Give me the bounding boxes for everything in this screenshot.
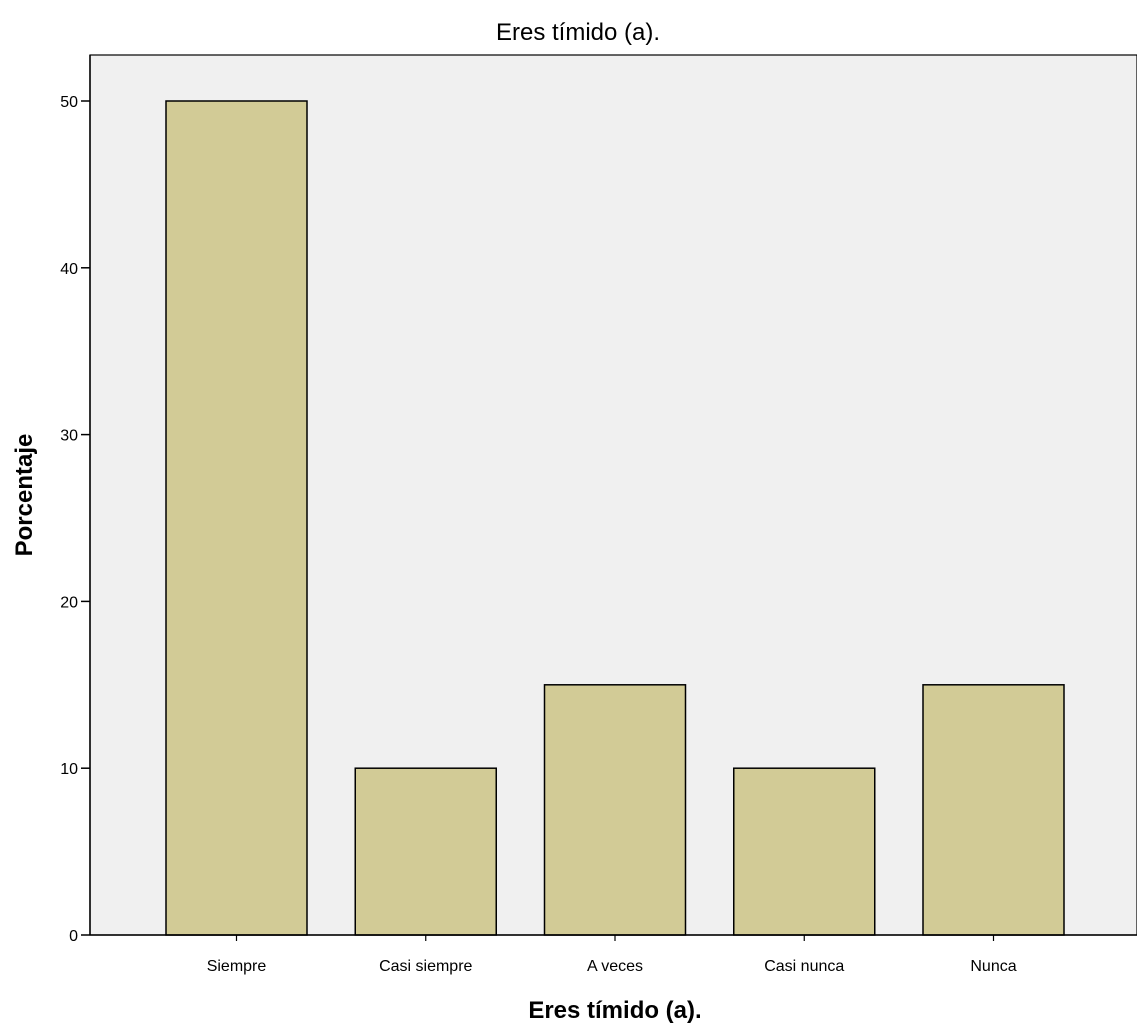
bar-a-veces [543,684,687,936]
x-tick-label: A veces [587,958,643,975]
x-tick-label: Casi siempre [379,958,472,975]
y-tick-label: 40 [60,261,78,278]
x-ticks-group: Siempre Casi siempre A veces Casi nunca Nunc… [207,935,1017,975]
x-tick-label: Nunca [970,958,1016,975]
x-axis-label: Eres tímido (a). [528,997,701,1024]
y-ticks-group: 0 10 20 30 40 50 [60,94,90,945]
x-tick-label: Casi nunca [764,958,844,975]
bar-casi-nunca [733,767,876,936]
bars-group [165,100,1065,936]
bar-siempre [165,100,308,936]
y-tick-label: 50 [60,94,78,111]
bar-casi-siempre [354,767,497,936]
bar-nunca [922,684,1065,936]
y-axis-label: Porcentaje [11,434,38,557]
y-tick-label: 20 [60,594,78,611]
chart-title: Eres tímido (a). [496,19,660,46]
x-tick-label: Siempre [207,958,267,975]
y-tick-label: 10 [60,761,78,778]
y-tick-label: 0 [69,928,78,945]
y-tick-label: 30 [60,428,78,445]
